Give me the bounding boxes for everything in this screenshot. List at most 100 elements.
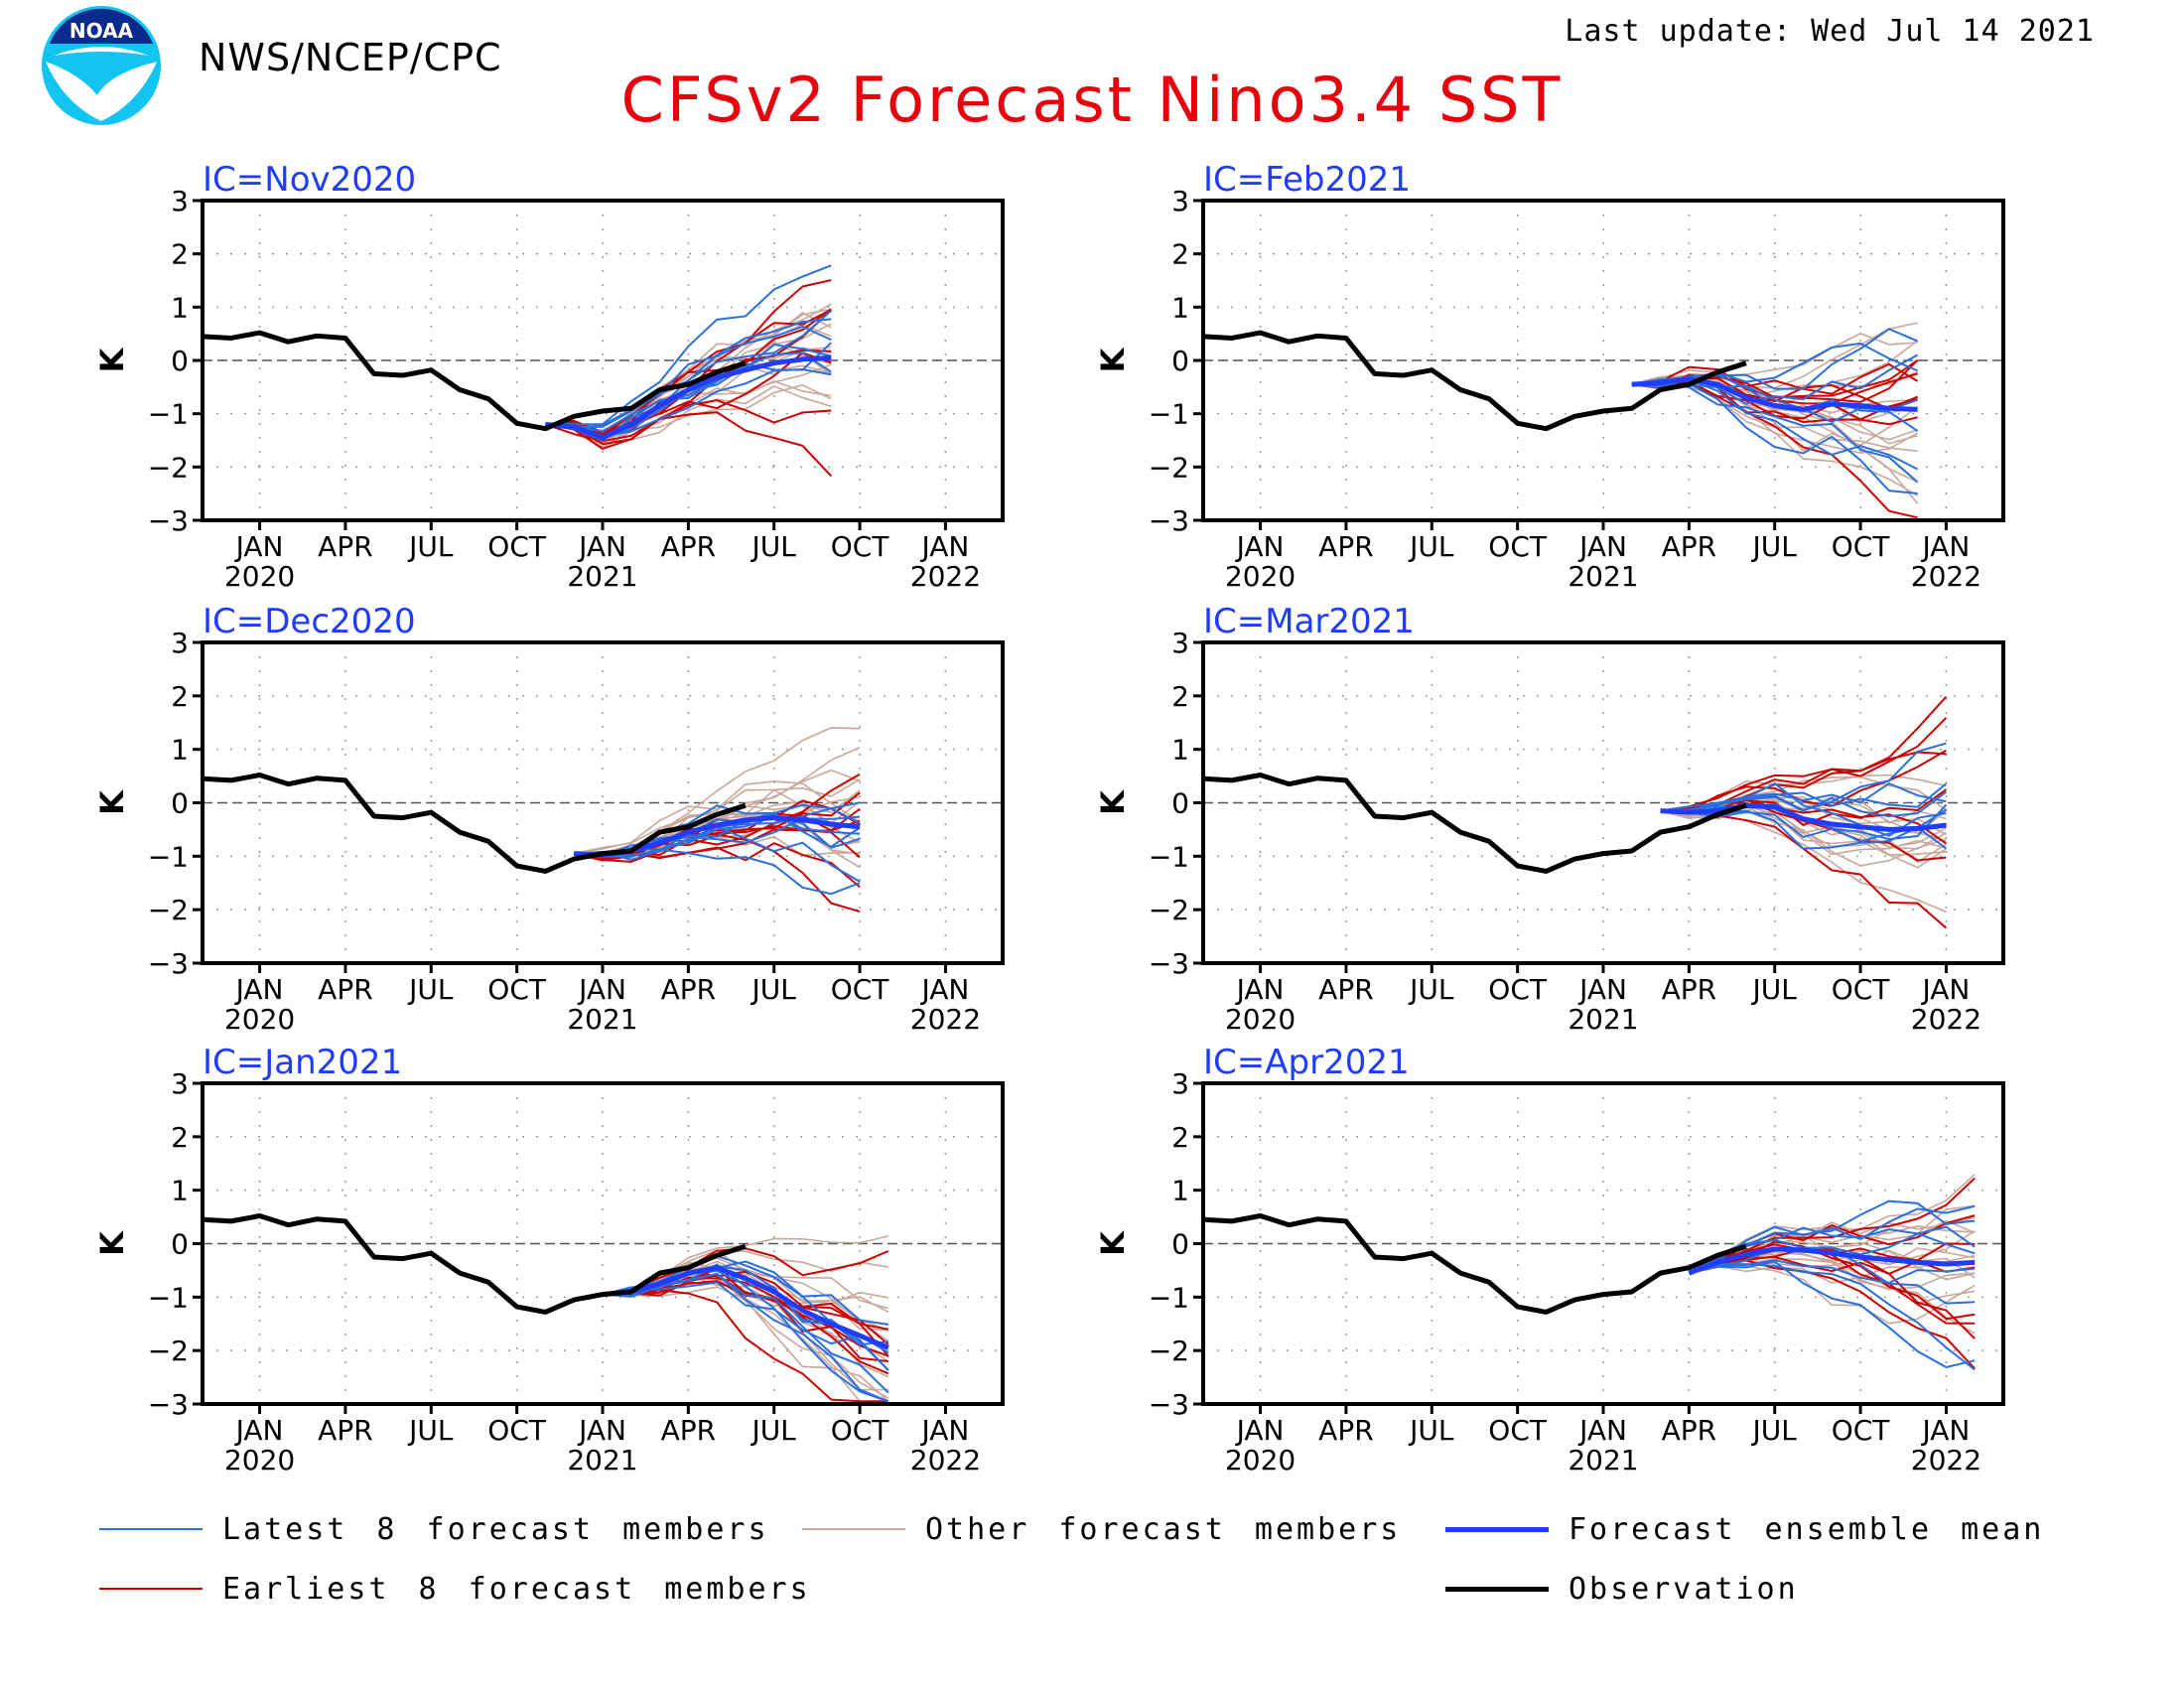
panel-3-xtick-label-1: APR	[318, 973, 373, 1006]
panel-3-title: IC=Dec2020	[203, 602, 416, 641]
legend-observation-swatch	[1445, 1586, 1549, 1592]
panel-3-xtick-label-6: JUL	[751, 973, 797, 1006]
panel-6-frame	[1201, 1081, 2005, 1406]
panel-5-xtick-label-1: APR	[318, 1414, 373, 1447]
panel-1-ytick-label-2: 1	[171, 291, 189, 324]
panel-2-title: IC=Feb2021	[1203, 160, 1411, 200]
legend-earliest-label: Earliest 8 forecast members	[222, 1571, 811, 1607]
panel-2-ytick-label-5: −2	[1149, 451, 1189, 484]
panel-3-xtick-label-4: JAN	[577, 973, 626, 1006]
panel-4-xtick-label-7: OCT	[1832, 973, 1891, 1006]
noaa-emblem-icon: NOAA	[42, 6, 161, 125]
panel-1-xtick-label-5: APR	[661, 530, 717, 563]
panel-4-ytick-label-3: 0	[1171, 787, 1189, 820]
legend-mean-swatch	[1445, 1526, 1549, 1532]
panel-6-xtick-label-8: JAN	[1920, 1414, 1970, 1447]
panel-1-earliest-member-4	[545, 411, 833, 478]
panel-1-observation-line	[202, 330, 747, 432]
panel-5-ytick-label-5: −2	[148, 1335, 189, 1367]
panel-6-ytick-label-1: 2	[1171, 1121, 1189, 1154]
panel-5-xtick-year-8: 2022	[910, 1444, 981, 1477]
panel-4-ytick-label-1: 2	[1171, 680, 1189, 713]
panel-6-xtick-label-4: JAN	[1577, 1414, 1627, 1447]
panel-6-ytick-label-0: 3	[1171, 1067, 1189, 1100]
page-title: CFSv2 Forecast Nino3.4 SST	[620, 64, 1564, 136]
panel-5-ytick-label-6: −3	[148, 1388, 189, 1421]
panel-6-title: IC=Apr2021	[1203, 1043, 1410, 1082]
panel-1-ytick-label-4: −1	[148, 398, 189, 431]
panel-4-xtick-label-1: APR	[1318, 973, 1374, 1006]
panel-2-xtick-label-5: APR	[1662, 530, 1717, 563]
panel-1-xtick-label-8: JAN	[919, 530, 969, 563]
panel-1-xtick-label-3: OCT	[487, 530, 547, 563]
panel-2-ytick-label-0: 3	[1171, 185, 1189, 217]
last-update: Last update: Wed Jul 14 2021	[1565, 14, 2095, 49]
panel-1-xtick-label-2: JUL	[407, 530, 454, 563]
panel-1-ytick-label-0: 3	[171, 185, 189, 217]
panel-4-ytick-label-5: −2	[1149, 894, 1189, 926]
panel-2-xtick-label-8: JAN	[1920, 530, 1970, 563]
panel-3-xtick-year-4: 2021	[567, 1003, 637, 1036]
panel-5-title: IC=Jan2021	[203, 1043, 402, 1082]
panel-3-ytick-label-3: 0	[171, 787, 189, 820]
panel-3-observation-line	[202, 773, 747, 874]
panel-3-ytick-label-1: 2	[171, 680, 189, 713]
panel-2-ytick-label-6: −3	[1149, 504, 1189, 537]
panel-3-frame	[201, 640, 1005, 965]
legend-latest: Latest 8 forecast members	[99, 1509, 769, 1549]
panel-6-latest-member-3	[1689, 1259, 1976, 1284]
panel-1-xtick-label-7: OCT	[831, 530, 890, 563]
panel-3-ytick-label-6: −3	[148, 947, 189, 980]
panel-2-xtick-label-7: OCT	[1832, 530, 1891, 563]
panel-6-ylabel: K	[1094, 1230, 1132, 1256]
panel-4-xtick-label-4: JAN	[1577, 973, 1627, 1006]
panel-1-title: IC=Nov2020	[203, 160, 416, 200]
panel-2-ytick-label-1: 2	[1171, 238, 1189, 271]
panel-2-ylabel: K	[1094, 347, 1132, 372]
panel-5-earliest-member-8	[602, 1281, 889, 1331]
panel-1-xtick-year-4: 2021	[567, 560, 637, 593]
panel-4-xtick-label-3: OCT	[1488, 973, 1548, 1006]
legend-other-label: Other forecast members	[925, 1511, 1402, 1547]
panel-4-earliest-member-8	[1660, 717, 1948, 812]
panel-1-xtick-year-0: 2020	[224, 560, 295, 593]
panel-2-ytick-label-2: 1	[1171, 291, 1189, 324]
panel-3-xtick-label-3: OCT	[487, 973, 547, 1006]
panel-5-xtick-label-6: JUL	[751, 1414, 797, 1447]
panel-6-latest-member-5	[1689, 1260, 1976, 1368]
panel-4-ensemble-mean-line	[1660, 802, 1947, 832]
panel-3-earliest-member-3	[573, 773, 861, 863]
panel-3-ytick-label-4: −1	[148, 840, 189, 873]
panel-6-xtick-year-4: 2021	[1568, 1444, 1638, 1477]
panel-5-xtick-label-0: JAN	[234, 1414, 284, 1447]
panel-2-earliest-member-4	[1631, 381, 1918, 519]
panel-2-xtick-year-8: 2022	[1911, 560, 1981, 593]
panel-2-earliest-member-8	[1631, 362, 1919, 395]
legend-observation-label: Observation	[1569, 1571, 1799, 1607]
panel-4-title: IC=Mar2021	[1203, 602, 1415, 641]
legend-observation: Observation	[1445, 1569, 1799, 1609]
panel-1-latest-member-7	[545, 325, 832, 429]
panel-4-observation-line	[1202, 773, 1747, 874]
panel-1-ytick-label-6: −3	[148, 504, 189, 537]
legend-mean: Forecast ensemble mean	[1445, 1509, 2044, 1549]
panel-6-xtick-label-5: APR	[1662, 1414, 1717, 1447]
panel-3-ytick-label-5: −2	[148, 894, 189, 926]
panel-2-xtick-label-1: APR	[1318, 530, 1374, 563]
panel-1-ytick-label-3: 0	[171, 345, 189, 377]
panel-5-ylabel: K	[93, 1230, 131, 1256]
panel-5-observation-line	[202, 1213, 747, 1315]
panel-5-frame	[201, 1081, 1005, 1406]
panel-5-ytick-label-0: 3	[171, 1067, 189, 1100]
panel-4-xtick-label-2: JUL	[1408, 973, 1454, 1006]
panel-6-xtick-label-3: OCT	[1488, 1414, 1548, 1447]
panel-5-xtick-year-4: 2021	[567, 1444, 637, 1477]
panel-3-ylabel: K	[93, 789, 131, 815]
